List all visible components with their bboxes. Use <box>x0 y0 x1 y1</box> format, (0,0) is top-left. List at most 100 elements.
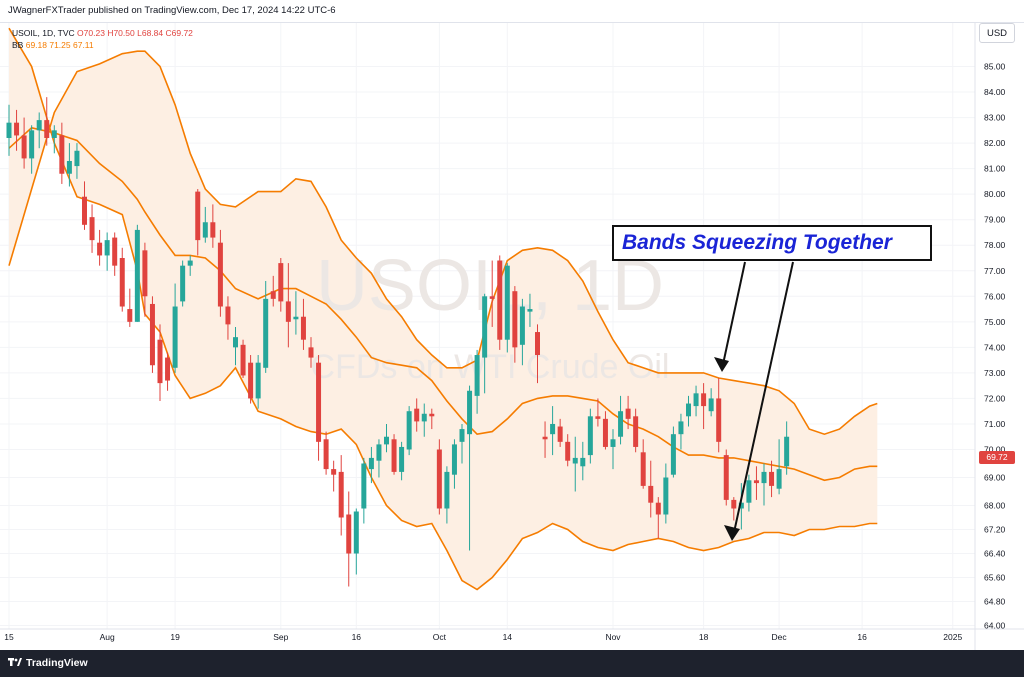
candle-body <box>519 306 525 345</box>
candle <box>316 355 322 461</box>
candle <box>82 181 87 230</box>
candle-body <box>527 309 533 312</box>
y-tick-label: 72.00 <box>984 393 1006 403</box>
candle <box>753 466 759 500</box>
y-tick-label: 78.00 <box>984 240 1006 250</box>
x-tick-label: 15 <box>4 632 14 642</box>
candle <box>384 423 389 453</box>
candle <box>112 232 118 276</box>
candle <box>361 457 367 524</box>
candle <box>331 460 337 492</box>
candle-body <box>376 444 382 461</box>
candle-body <box>663 477 669 515</box>
annotation-text: Bands Squeezing Together <box>622 231 892 254</box>
candle-body <box>421 413 427 422</box>
y-tick-label: 84.00 <box>984 87 1006 97</box>
candle-body <box>14 122 20 136</box>
tradingview-logo-icon <box>8 658 22 666</box>
candle <box>21 117 27 169</box>
candle <box>104 232 110 271</box>
y-tick-label: 85.00 <box>984 62 1006 72</box>
candle-body <box>323 439 329 470</box>
candle <box>134 224 140 322</box>
candle-body <box>210 222 216 238</box>
candle <box>550 406 556 456</box>
symbol-legend-row: USOIL, 1D, TVC O70.23 H70.50 L68.84 C69.… <box>12 27 193 39</box>
price-axis[interactable]: 85.00 84.00 83.00 82.00 81.00 80.00 79.00 78.00… <box>984 62 1006 631</box>
candle <box>157 324 163 401</box>
publisher-text: JWagnerFXTrader published on TradingView… <box>8 5 336 16</box>
candle-body <box>278 263 284 302</box>
candle <box>202 206 208 243</box>
candle-body <box>512 291 518 348</box>
candle <box>565 434 571 467</box>
candle <box>497 255 503 350</box>
candle-body <box>353 511 359 554</box>
candle-body <box>776 469 782 489</box>
candle-body <box>127 309 133 322</box>
candle <box>625 395 631 430</box>
candle <box>248 355 254 404</box>
candle-body <box>535 332 540 356</box>
candle-body <box>572 457 578 464</box>
candle-body <box>414 408 420 422</box>
candle-body <box>66 160 72 174</box>
tradingview-logo[interactable]: TradingView <box>8 657 88 669</box>
candle-body <box>723 455 729 500</box>
candle-body <box>6 122 12 138</box>
currency-button[interactable]: USD <box>979 23 1015 43</box>
candle <box>610 429 616 470</box>
y-tick-label: 65.60 <box>984 573 1006 583</box>
candle-body <box>248 362 254 399</box>
candle-body <box>557 426 563 442</box>
candle <box>308 337 314 368</box>
x-tick-label: 14 <box>503 632 513 642</box>
arrow-upper-band <box>721 261 746 370</box>
y-tick-label: 79.00 <box>984 215 1006 225</box>
candle <box>217 229 223 317</box>
candle <box>119 247 125 312</box>
candle-body <box>708 398 714 412</box>
candle-body <box>625 408 631 419</box>
symbol-info: USOIL, 1D, TVC <box>12 28 75 38</box>
candle-body <box>610 439 616 447</box>
candle-body <box>489 296 495 299</box>
candle <box>263 280 269 373</box>
candle <box>429 408 435 430</box>
candle <box>701 383 707 430</box>
candle-body <box>217 242 223 307</box>
candle <box>74 143 80 179</box>
candle <box>467 385 473 551</box>
candle-body <box>384 436 389 445</box>
y-tick-label: 64.80 <box>984 597 1006 607</box>
candle-body <box>300 316 306 340</box>
candle-body <box>391 439 397 472</box>
candle-body <box>233 337 238 348</box>
candle <box>187 255 193 276</box>
candle <box>602 411 608 450</box>
candle <box>36 112 42 149</box>
arrowhead-upper-band <box>714 357 729 372</box>
y-tick-label: 76.00 <box>984 291 1006 301</box>
candle-body <box>451 444 457 475</box>
candle <box>6 104 12 156</box>
y-tick-label: 69.00 <box>984 473 1006 483</box>
candle-body <box>444 471 450 509</box>
candle <box>233 326 238 366</box>
candle-body <box>119 258 125 307</box>
candle-body <box>308 347 314 358</box>
time-axis[interactable]: 15 Aug 19 Sep 16 Oct 14 Nov 18 Dec 16 2025 <box>4 632 962 642</box>
y-tick-label: 70.00 <box>984 445 1006 455</box>
candle-body <box>746 480 752 503</box>
candle-body <box>59 135 65 174</box>
publisher-bar: JWagnerFXTrader published on TradingView… <box>0 0 1024 23</box>
candle <box>451 439 457 489</box>
candle-body <box>29 130 35 159</box>
candle <box>127 288 133 327</box>
candle <box>180 260 186 307</box>
candle-body <box>316 362 322 442</box>
ohlc-high: H70.50 <box>107 28 135 38</box>
candle-body <box>255 362 261 399</box>
bb-legend-row: BB 69.18 71.25 67.11 <box>12 39 193 51</box>
